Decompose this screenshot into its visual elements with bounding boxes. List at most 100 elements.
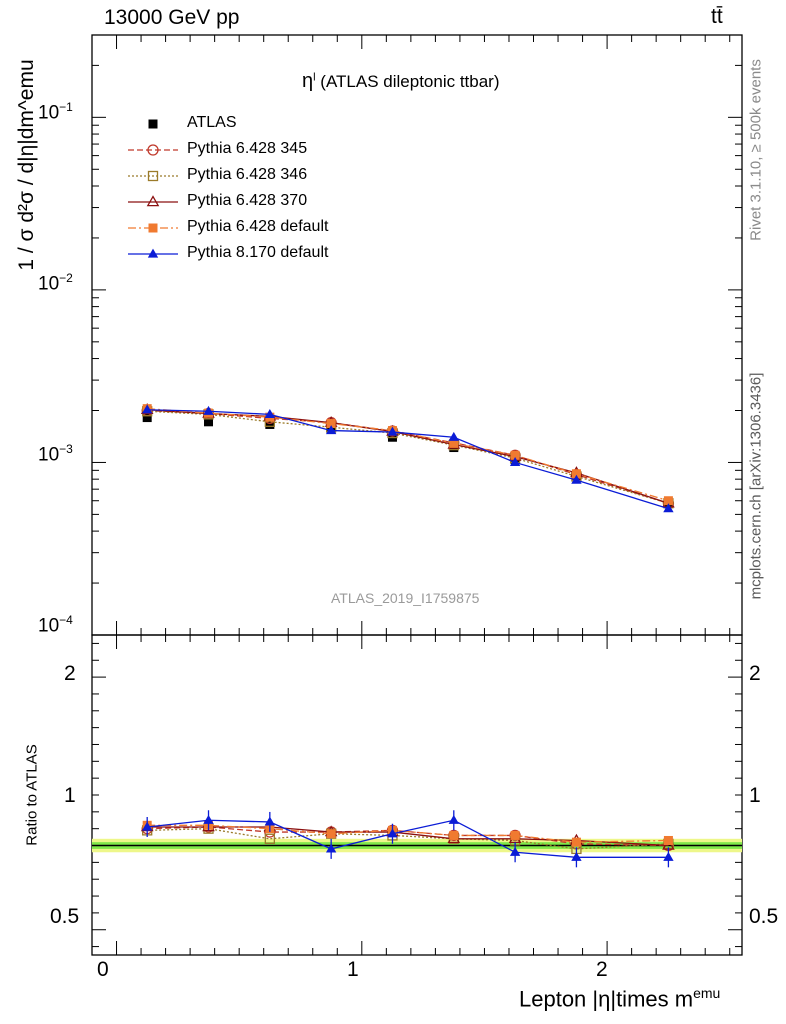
main-ylabel-text: 1 / σ d²σ / d|η|dm^emu <box>15 59 38 271</box>
ratio-xlabel-sup: emu <box>693 985 721 1001</box>
legend-label: Pythia 8.170 default <box>187 244 329 261</box>
data-point <box>509 457 521 467</box>
series-pythia-6-428-default <box>142 404 673 506</box>
data-point <box>142 404 153 414</box>
data-point <box>571 469 581 479</box>
plot-title-main: η <box>302 70 314 92</box>
ratio-series-layer <box>140 810 675 868</box>
series-pythia-6-428-370 <box>140 403 675 508</box>
ratio-point <box>449 830 459 840</box>
process-label: tt̄ <box>711 5 723 28</box>
ratio-point <box>264 833 275 844</box>
data-point <box>448 431 459 441</box>
series-line <box>147 409 669 510</box>
ytick-exp: −3 <box>59 442 73 456</box>
ratio-point <box>264 816 276 826</box>
mcplots-label-text: mcplots.cern.ch [arXiv:1306.3436] <box>747 372 765 600</box>
ytick-base: 10 <box>38 273 60 295</box>
data-point <box>204 417 214 427</box>
data-point <box>325 425 337 435</box>
series-line <box>147 410 669 504</box>
data-point <box>663 503 674 513</box>
ratio-point <box>387 828 398 838</box>
plot-title-sup: l <box>313 71 316 84</box>
xtick-label: 2 <box>596 958 608 981</box>
ratio-ytick-label-right: 2 <box>749 662 761 685</box>
ytick-exp: −1 <box>59 100 73 114</box>
ratio-ylabel-text: Ratio to ATLAS <box>23 744 41 846</box>
series-pythia-8-170-default <box>142 404 674 513</box>
ratio-point <box>663 835 673 845</box>
rivet-label: Rivet 3.1.10, ≥ 500k events <box>748 59 765 241</box>
legend-marker <box>148 119 158 129</box>
series-pythia-6-428-345 <box>141 404 675 509</box>
ytick-exp: −2 <box>59 271 73 285</box>
ratio-ytick-label: 1 <box>64 784 76 807</box>
legend-marker <box>148 223 158 233</box>
main-ytick-label: 10−4 <box>38 613 73 637</box>
mcplots-label: mcplots.cern.ch [arXiv:1306.3436] <box>748 373 765 600</box>
series-line <box>147 409 669 504</box>
series-atlas <box>142 413 673 508</box>
data-point <box>571 474 582 484</box>
ratio-series-pythia-8-170-default <box>142 810 674 868</box>
data-point <box>449 438 459 448</box>
legend <box>128 119 178 258</box>
analysis-watermark: ATLAS_2019_I1759875 <box>331 590 480 606</box>
main-series-layer <box>140 403 675 513</box>
ratio-point <box>509 846 521 856</box>
ratio-xlabel: Lepton |η|times memu <box>519 985 720 1012</box>
ytick-base: 10 <box>38 444 60 466</box>
data-point <box>264 408 276 418</box>
ytick-base: 10 <box>38 102 60 124</box>
data-point <box>663 496 673 506</box>
data-point <box>326 419 336 429</box>
legend-label: Pythia 6.428 345 <box>187 140 308 157</box>
ratio-point <box>571 837 581 847</box>
series-pythia-6-428-346 <box>142 406 674 509</box>
data-point <box>387 426 398 436</box>
ratio-xlabel-main: Lepton |η|times m <box>519 986 694 1012</box>
legend-marker <box>147 248 159 258</box>
legend-label: Pythia 6.428 346 <box>187 166 308 183</box>
ratio-point <box>448 814 459 824</box>
plot-title-rest: (ATLAS dileptonic ttbar) <box>315 72 500 91</box>
ratio-point <box>571 851 582 861</box>
data-point <box>265 419 275 429</box>
main-ytick-label: 10−3 <box>38 442 73 466</box>
energy-label: 13000 GeV pp <box>104 6 240 29</box>
ratio-point <box>510 830 520 840</box>
legend-label: Pythia 6.428 default <box>187 218 329 235</box>
ytick-base: 10 <box>38 615 60 637</box>
ratio-point <box>663 851 674 861</box>
ratio-point <box>203 814 214 824</box>
main-ytick-label: 10−2 <box>38 271 73 295</box>
ratio-ytick-label: 2 <box>64 662 76 685</box>
main-ytick-label: 10−1 <box>38 100 73 124</box>
ratio-point <box>325 843 337 853</box>
ratio-ytick-label-right: 1 <box>749 784 761 807</box>
ratio-ytick-label: 0.5 <box>50 905 80 928</box>
rivet-label-text: Rivet 3.1.10, ≥ 500k events <box>747 59 765 241</box>
data-point <box>142 413 152 423</box>
ratio-point <box>326 829 336 839</box>
data-point <box>510 450 520 460</box>
ratio-ylabel: Ratio to ATLAS <box>24 744 41 845</box>
ytick-exp: −4 <box>59 613 73 627</box>
legend-label: ATLAS <box>187 114 237 131</box>
series-line <box>147 408 669 502</box>
main-ylabel: 1 / σ d²σ / d|η|dm^emu <box>15 59 39 270</box>
series-line <box>147 409 669 504</box>
legend-label: Pythia 6.428 370 <box>187 192 308 209</box>
xtick-label: 0 <box>97 958 109 981</box>
ratio-ytick-label-right: 0.5 <box>749 905 779 928</box>
legend-marker <box>146 195 160 207</box>
ratio-frame <box>91 634 743 956</box>
legend-marker <box>147 144 159 156</box>
data-point <box>203 405 214 415</box>
ratio-point <box>142 821 153 831</box>
plot-title: ηl (ATLAS dileptonic ttbar) <box>302 70 500 93</box>
xtick-label: 1 <box>347 958 359 981</box>
ratio-panel <box>91 634 743 956</box>
